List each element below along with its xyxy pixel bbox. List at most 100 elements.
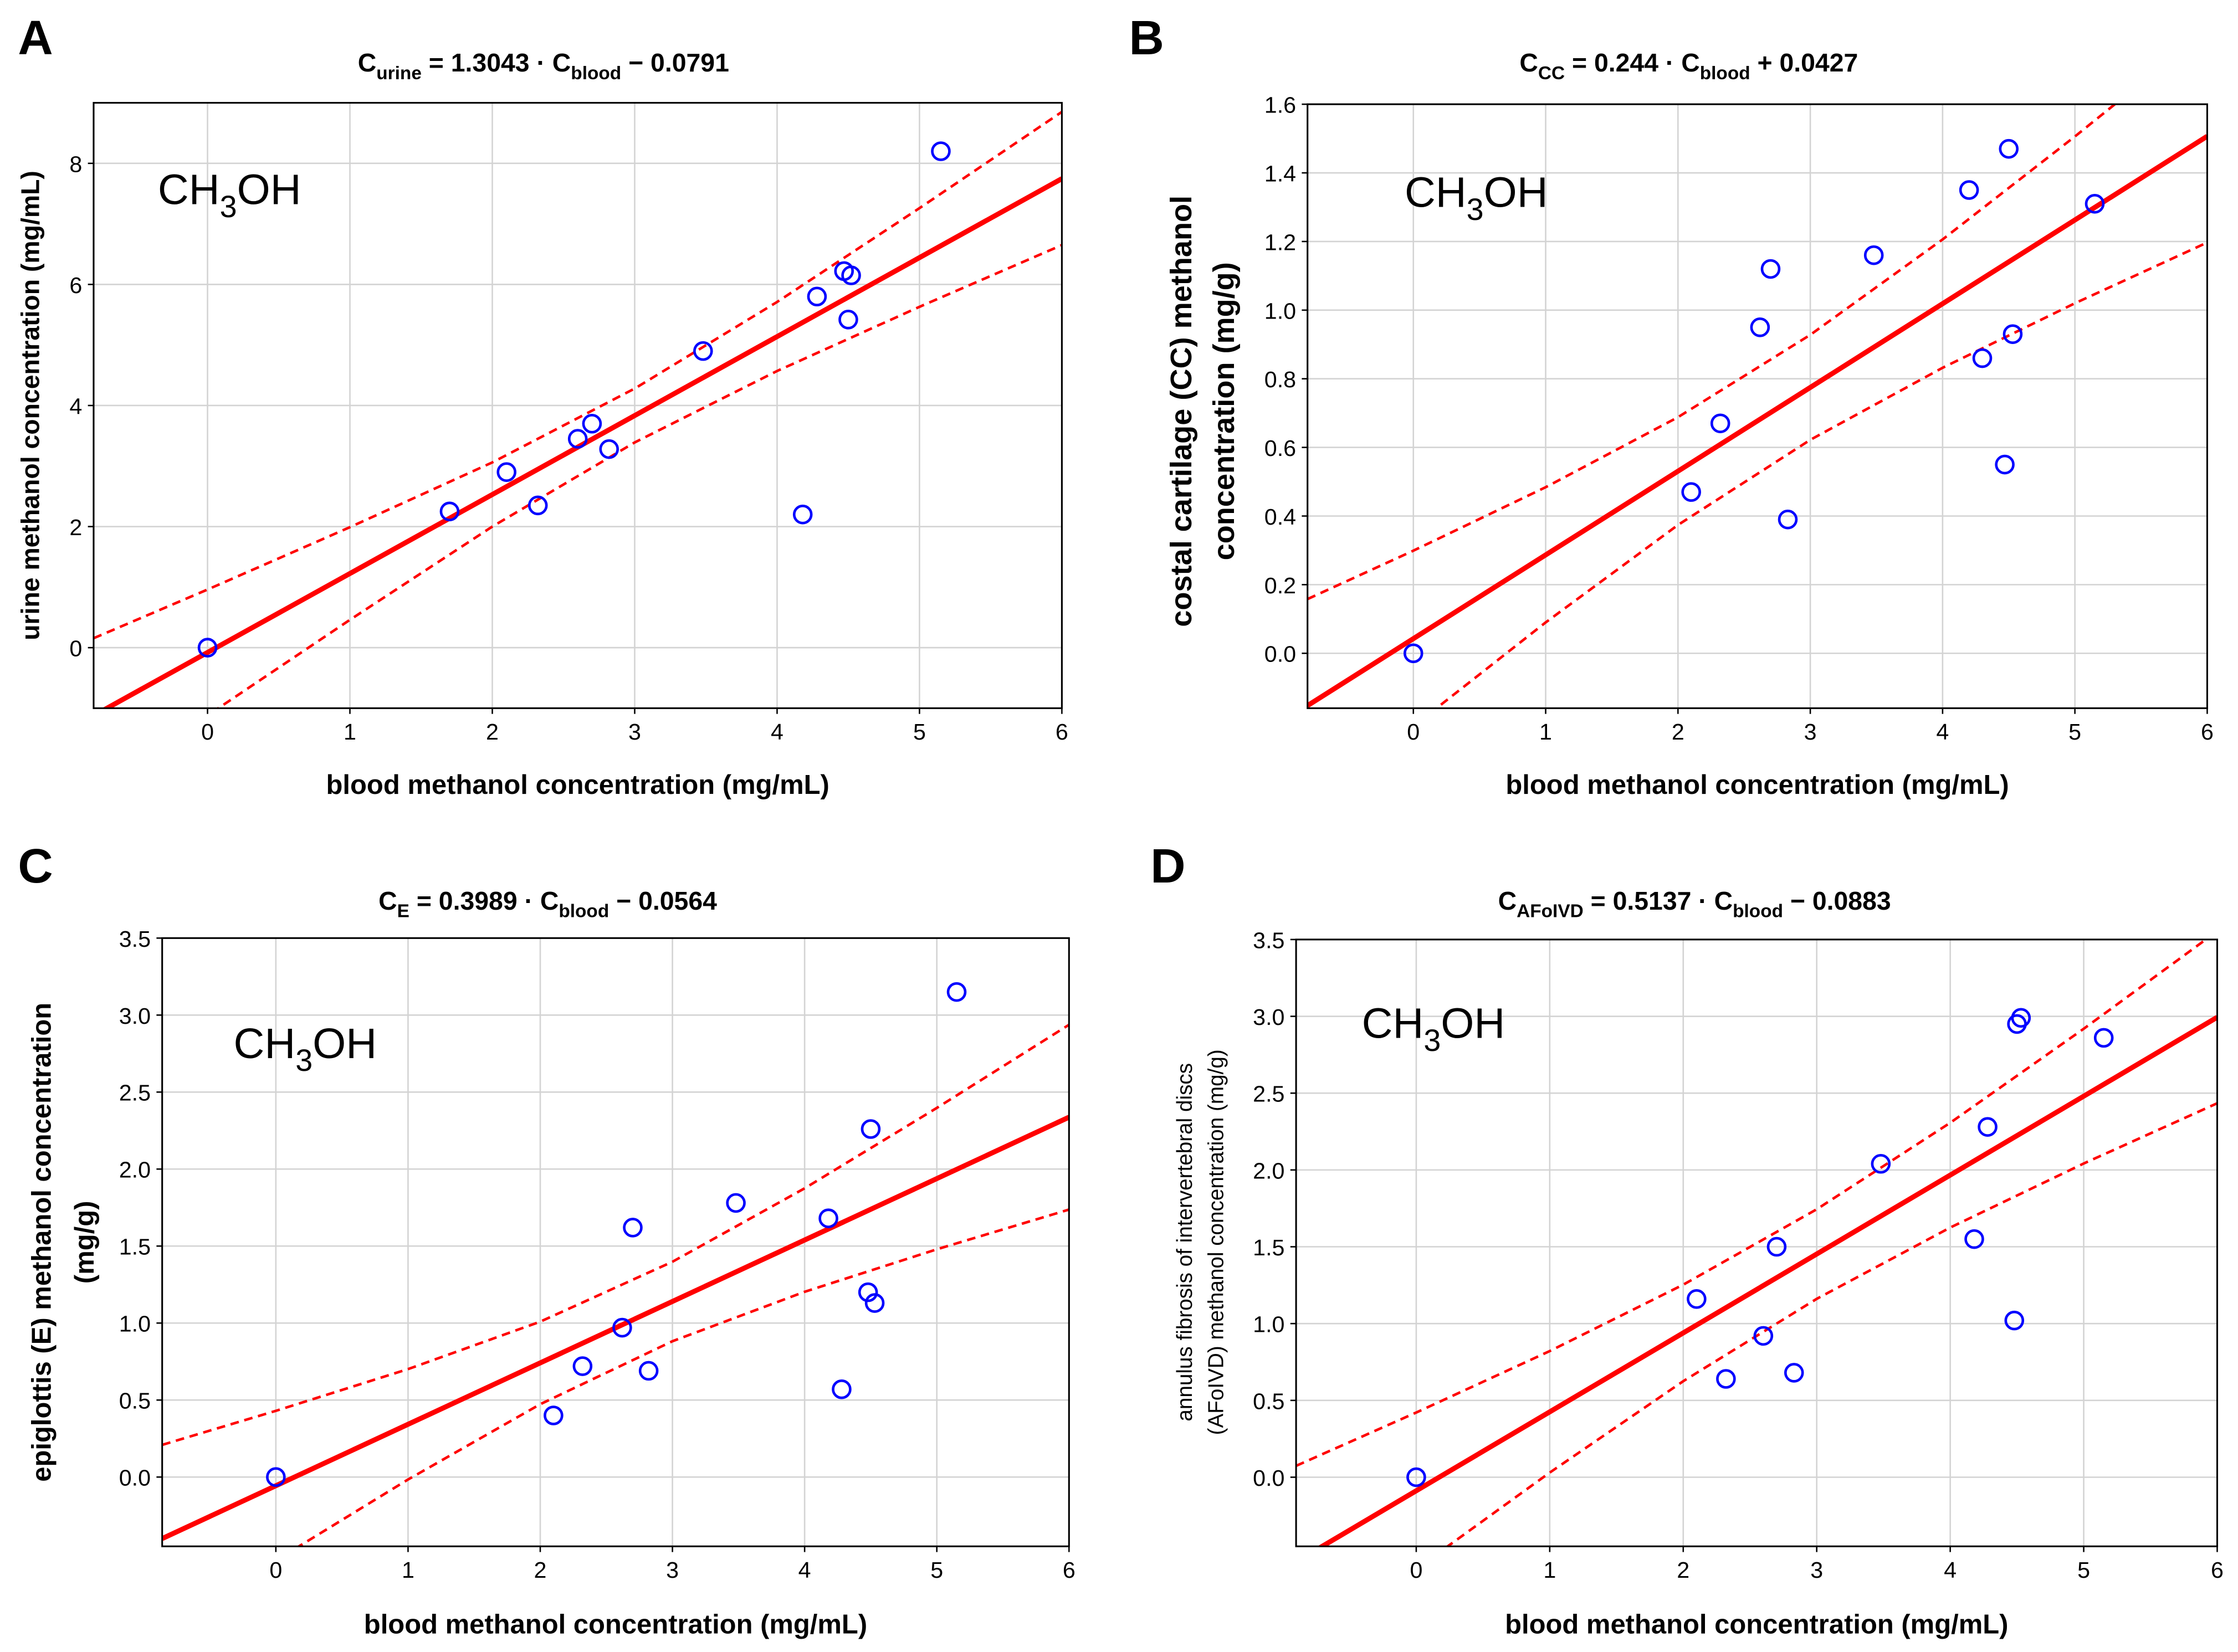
- y-tick-label: 2.5: [119, 1080, 151, 1106]
- annotation-part: OH: [1484, 169, 1548, 217]
- y-tick-label: 0: [69, 636, 82, 661]
- confidence-band-lower: [296, 1208, 1069, 1547]
- data-point: [838, 310, 858, 330]
- confidence-band-upper: [1307, 104, 2117, 601]
- data-point: [1972, 348, 1993, 368]
- data-point: [858, 1282, 878, 1302]
- data-point: [1999, 138, 2019, 159]
- plot-frame: [93, 102, 1063, 709]
- data-point: [1766, 1237, 1787, 1257]
- annotation: CH3OH: [1405, 169, 1548, 227]
- chart-title-part: = 0.3989 · C: [409, 886, 559, 915]
- chart-title-part: = 1.3043 · C: [422, 48, 571, 77]
- chart-title-part: blood: [1733, 901, 1783, 922]
- data-point: [726, 1193, 746, 1213]
- plot-frame: [1307, 103, 2208, 709]
- data-point: [1959, 180, 1979, 200]
- x-tick-label: 4: [1944, 1557, 1957, 1583]
- chart-title-part: CC: [1538, 63, 1565, 84]
- data-point: [528, 495, 548, 516]
- data-point: [1760, 259, 1781, 279]
- chart-title-part: C: [378, 886, 397, 915]
- panel-label: C: [18, 839, 53, 893]
- chart-title-part: E: [397, 901, 409, 922]
- x-tick-label: 4: [771, 719, 783, 745]
- chart-title-part: blood: [1700, 63, 1750, 84]
- confidence-band-upper: [93, 111, 1062, 640]
- x-tick-label: 6: [1063, 1557, 1076, 1583]
- plot-area: [1296, 939, 2217, 1547]
- x-tick-label: 5: [930, 1557, 943, 1583]
- annotation: CH3OH: [1362, 1000, 1505, 1058]
- y-tick-label: 1.0: [1264, 298, 1296, 324]
- data-point: [266, 1467, 286, 1487]
- annotation-part: OH: [237, 166, 301, 214]
- annotation-part: 3: [1423, 1023, 1441, 1058]
- annotation-part: OH: [313, 1020, 377, 1068]
- y-tick-label: 3.5: [119, 926, 151, 952]
- data-point: [1710, 413, 1730, 434]
- y-tick-label: 0.2: [1264, 573, 1296, 598]
- chart-title-part: blood: [571, 63, 621, 84]
- data-point: [599, 439, 619, 459]
- chart-title-part: − 0.0791: [621, 48, 729, 77]
- data-point: [638, 1361, 659, 1381]
- chart-title-part: AFoIVD: [1517, 901, 1584, 922]
- y-tick-label: 0.5: [119, 1388, 151, 1414]
- data-point: [544, 1405, 564, 1425]
- data-point: [1871, 1153, 1891, 1174]
- x-tick-label: 0: [1410, 1557, 1422, 1583]
- x-tick-label: 5: [2068, 719, 2081, 745]
- y-tick-label: 0.0: [1264, 642, 1296, 667]
- y-tick-label: 0.0: [1253, 1465, 1284, 1491]
- y-tick-label: 0.5: [1253, 1388, 1284, 1414]
- y-tick-label: 0.8: [1264, 367, 1296, 392]
- x-tick-label: 1: [1543, 1557, 1556, 1583]
- data-point: [832, 1379, 852, 1399]
- annotation-part: 3: [220, 189, 237, 224]
- x-axis-label: blood methanol concentration (mg/mL): [1505, 770, 2009, 800]
- y-tick-label: 1.0: [1253, 1312, 1284, 1337]
- confidence-band-lower: [1434, 241, 2208, 709]
- y-tick-label: 3.5: [1253, 927, 1284, 953]
- x-tick-label: 1: [344, 719, 356, 745]
- data-point: [623, 1218, 643, 1238]
- data-point: [1863, 245, 1884, 265]
- annotation-part: CH: [1362, 1000, 1424, 1048]
- panel-label: D: [1150, 839, 1185, 893]
- data-point: [1964, 1229, 1984, 1249]
- chart-title-part: = 0.244 · C: [1565, 48, 1700, 77]
- data-point: [1995, 454, 2015, 475]
- chart-title-part: = 0.5137 · C: [1584, 886, 1733, 915]
- y-tick-label: 2.0: [1253, 1158, 1284, 1183]
- y-tick-label: 1.0: [119, 1311, 151, 1337]
- y-tick-label: 2: [69, 515, 82, 540]
- x-tick-label: 0: [201, 719, 214, 745]
- y-tick-label: 1.5: [119, 1234, 151, 1260]
- x-tick-label: 3: [666, 1557, 679, 1583]
- data-point: [1681, 482, 1701, 502]
- data-point: [439, 501, 460, 521]
- x-tick-label: 5: [913, 719, 926, 745]
- y-axis-label: (AFoIVD) methanol concentration (mg/g): [1205, 1049, 1228, 1435]
- annotation: CH3OH: [234, 1020, 377, 1078]
- x-tick-label: 0: [269, 1557, 282, 1583]
- y-tick-label: 0.4: [1264, 504, 1296, 530]
- data-point: [1406, 1467, 1426, 1487]
- data-point: [582, 413, 602, 434]
- y-tick-label: 0.6: [1264, 435, 1296, 461]
- chart-title-part: C: [1498, 886, 1517, 915]
- y-tick-label: 0.0: [119, 1465, 151, 1491]
- data-point: [2003, 324, 2023, 344]
- confidence-band-lower: [216, 244, 1062, 709]
- y-axis-label: costal cartilage (CC) methanol: [1165, 196, 1198, 627]
- y-axis-label: urine methanol concentration (mg/mL): [16, 171, 44, 640]
- y-tick-label: 2.5: [1253, 1081, 1284, 1107]
- data-point: [612, 1317, 632, 1338]
- annotation-part: 3: [295, 1043, 313, 1078]
- x-tick-label: 3: [1804, 719, 1817, 745]
- x-tick-label: 6: [1056, 719, 1068, 745]
- data-point: [1784, 1363, 1804, 1383]
